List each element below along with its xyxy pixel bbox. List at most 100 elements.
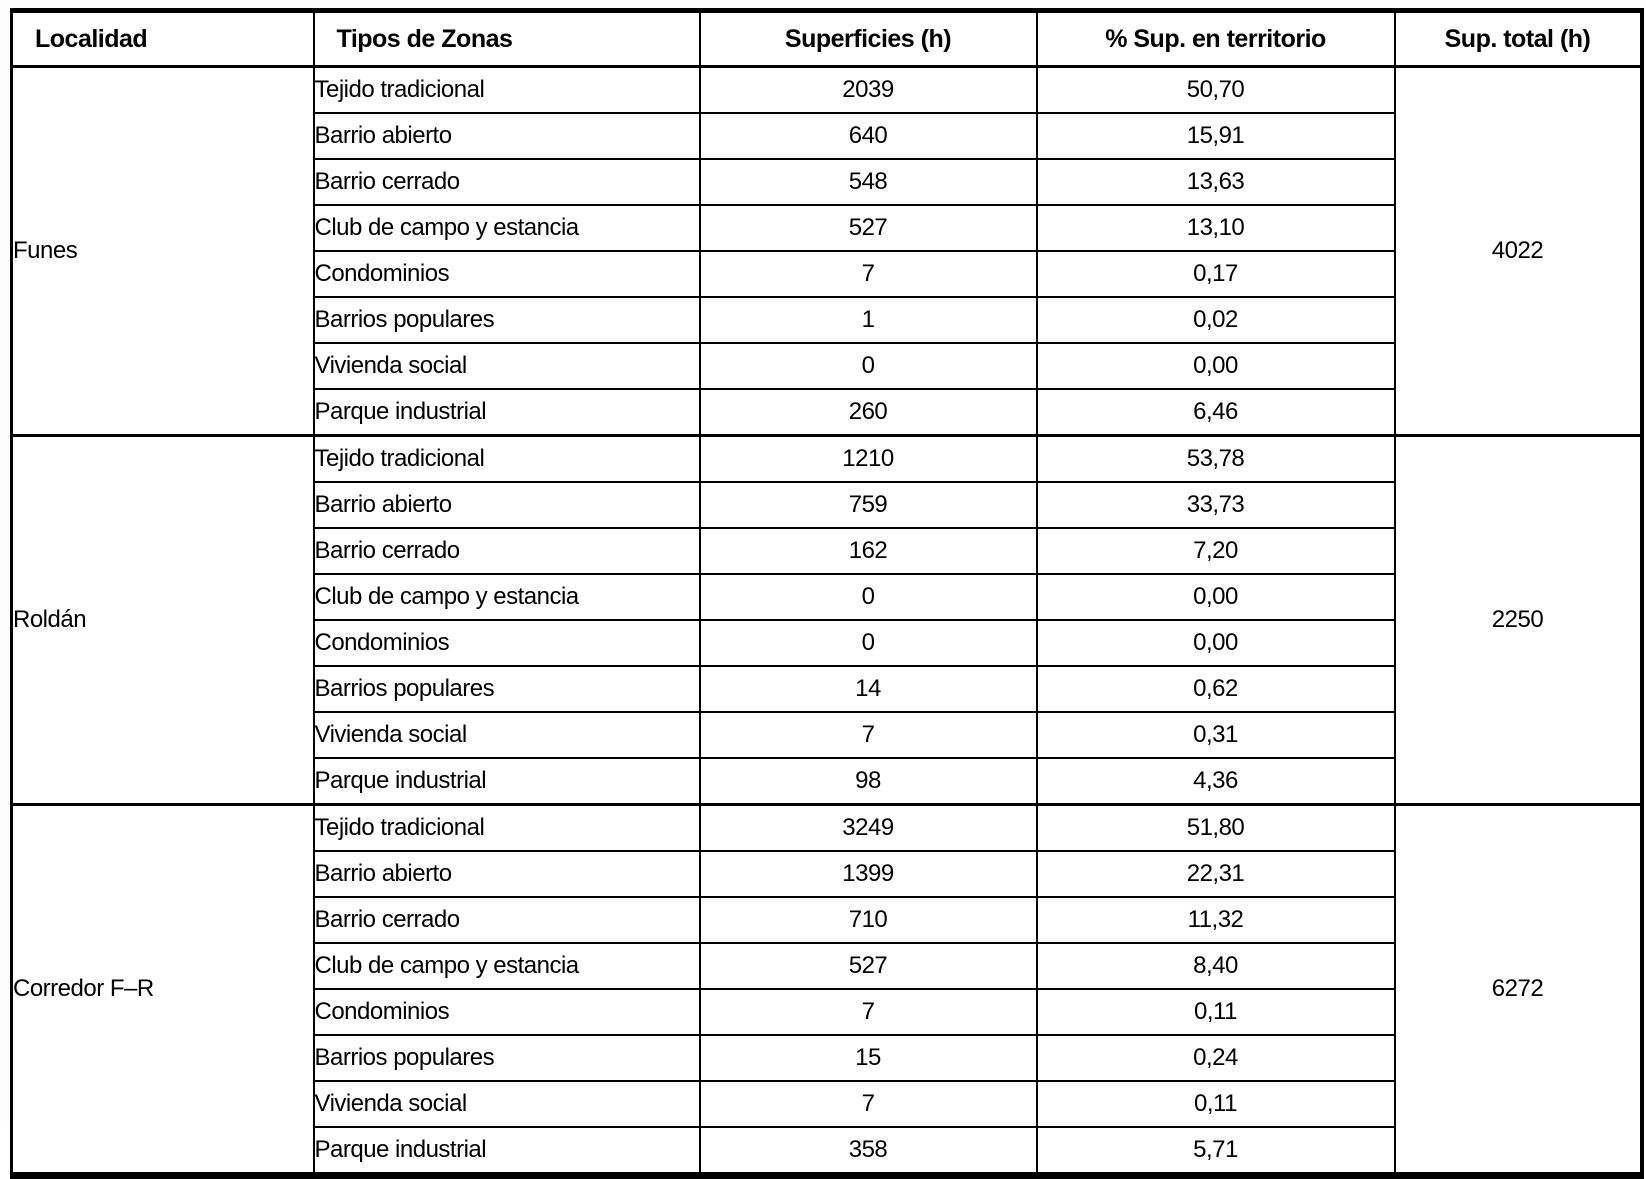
column-header-tipos: Tipos de Zonas — [312, 9, 701, 68]
superficie-cell: 0 — [698, 573, 1038, 621]
sup-total-cell: 2250 — [1393, 434, 1643, 806]
superficie-cell: 1399 — [698, 850, 1038, 898]
zone-type-cell: Parque industrial — [312, 1126, 701, 1177]
pct-territorio-cell: 0,62 — [1035, 665, 1396, 713]
pct-territorio-cell: 5,71 — [1035, 1126, 1396, 1177]
zone-type-cell: Barrios populares — [312, 665, 701, 713]
table-row: Barrio abierto 640 15,91 — [12, 112, 1642, 160]
column-header-pct-territorio: % Sup. en territorio — [1035, 9, 1396, 68]
pct-territorio-cell: 0,24 — [1035, 1034, 1396, 1082]
pct-territorio-cell: 33,73 — [1035, 481, 1396, 529]
table-row: Vivienda social 0 0,00 — [12, 342, 1642, 390]
table-row: Parque industrial 260 6,46 — [12, 388, 1642, 437]
superficie-cell: 527 — [698, 942, 1038, 990]
superficie-cell: 1210 — [698, 434, 1038, 483]
superficie-cell: 260 — [698, 388, 1038, 437]
zone-type-cell: Parque industrial — [312, 757, 701, 806]
table-row: Barrio abierto 759 33,73 — [12, 481, 1642, 529]
zone-type-cell: Barrio abierto — [312, 112, 701, 160]
zone-type-cell: Tejido tradicional — [312, 434, 701, 483]
pct-territorio-cell: 51,80 — [1035, 803, 1396, 852]
pct-territorio-cell: 0,31 — [1035, 711, 1396, 759]
table-row: Condominios 0 0,00 — [12, 619, 1642, 667]
pct-territorio-cell: 7,20 — [1035, 527, 1396, 575]
pct-territorio-cell: 4,36 — [1035, 757, 1396, 806]
table-row: Club de campo y estancia 0 0,00 — [12, 573, 1642, 621]
zone-type-cell: Barrio cerrado — [312, 158, 701, 206]
superficie-cell: 548 — [698, 158, 1038, 206]
zone-type-cell: Club de campo y estancia — [312, 204, 701, 252]
superficie-cell: 7 — [698, 711, 1038, 759]
superficie-cell: 7 — [698, 1080, 1038, 1128]
sup-total-cell: 6272 — [1393, 803, 1643, 1177]
zone-type-cell: Barrio abierto — [312, 481, 701, 529]
table-row: Barrio cerrado 710 11,32 — [12, 896, 1642, 944]
table-row: Funes Tejido tradicional 2039 50,70 4022 — [10, 65, 1643, 437]
sup-total-cell: 4022 — [1393, 65, 1643, 437]
superficie-cell: 640 — [698, 112, 1038, 160]
zone-type-cell: Club de campo y estancia — [312, 573, 701, 621]
zone-type-cell: Vivienda social — [312, 342, 701, 390]
table-row: Parque industrial 98 4,36 — [12, 757, 1642, 806]
table-row: Barrio cerrado 548 13,63 — [12, 158, 1642, 206]
localidad-cell: Roldán — [10, 434, 315, 806]
pct-territorio-cell: 0,02 — [1035, 296, 1396, 344]
pct-territorio-cell: 22,31 — [1035, 850, 1396, 898]
superficie-cell: 0 — [698, 619, 1038, 667]
column-header-sup-total: Sup. total (h) — [1393, 9, 1643, 68]
superficie-cell: 358 — [698, 1126, 1038, 1177]
pct-territorio-cell: 50,70 — [1035, 65, 1396, 114]
column-header-localidad: Localidad — [10, 9, 315, 68]
table-row: Barrio cerrado 162 7,20 — [12, 527, 1642, 575]
table-row: Roldán Tejido tradicional 1210 53,78 2250 — [10, 434, 1643, 806]
superficie-cell: 3249 — [698, 803, 1038, 852]
pct-territorio-cell: 8,40 — [1035, 942, 1396, 990]
superficie-cell: 0 — [698, 342, 1038, 390]
table-row: Club de campo y estancia 527 8,40 — [12, 942, 1642, 990]
zone-type-cell: Barrio cerrado — [312, 896, 701, 944]
zone-type-cell: Condominios — [312, 988, 701, 1036]
superficie-cell: 98 — [698, 757, 1038, 806]
superficie-cell: 759 — [698, 481, 1038, 529]
pct-territorio-cell: 11,32 — [1035, 896, 1396, 944]
zone-type-cell: Barrio abierto — [312, 850, 701, 898]
table-row: Vivienda social 7 0,31 — [12, 711, 1642, 759]
superficie-cell: 15 — [698, 1034, 1038, 1082]
zone-type-cell: Tejido tradicional — [312, 65, 701, 114]
pct-territorio-cell: 0,00 — [1035, 573, 1396, 621]
zone-type-cell: Vivienda social — [312, 1080, 701, 1128]
pct-territorio-cell: 53,78 — [1035, 434, 1396, 483]
superficie-cell: 7 — [698, 250, 1038, 298]
superficie-cell: 162 — [698, 527, 1038, 575]
zone-type-cell: Barrio cerrado — [312, 527, 701, 575]
pct-territorio-cell: 0,00 — [1035, 619, 1396, 667]
pct-territorio-cell: 13,10 — [1035, 204, 1396, 252]
table-body: Funes Tejido tradicional 2039 50,70 4022 Barr… — [10, 65, 1643, 1177]
pct-territorio-cell: 13,63 — [1035, 158, 1396, 206]
pct-territorio-cell: 0,00 — [1035, 342, 1396, 390]
zone-type-cell: Barrios populares — [312, 296, 701, 344]
pct-territorio-cell: 0,11 — [1035, 988, 1396, 1036]
table-row: Condominios 7 0,11 — [12, 988, 1642, 1036]
zone-type-cell: Club de campo y estancia — [312, 942, 701, 990]
superficie-cell: 710 — [698, 896, 1038, 944]
table-row: Barrios populares 1 0,02 — [12, 296, 1642, 344]
zone-type-cell: Tejido tradicional — [312, 803, 701, 852]
table-header-row: Localidad Tipos de Zonas Superficies (h)… — [10, 9, 1643, 68]
zone-type-cell: Parque industrial — [312, 388, 701, 437]
zone-type-cell: Condominios — [312, 619, 701, 667]
superficie-cell: 2039 — [698, 65, 1038, 114]
zone-type-cell: Barrios populares — [312, 1034, 701, 1082]
superficie-cell: 7 — [698, 988, 1038, 1036]
table-row: Barrio abierto 1399 22,31 — [12, 850, 1642, 898]
zone-type-cell: Condominios — [312, 250, 701, 298]
pct-territorio-cell: 15,91 — [1035, 112, 1396, 160]
document-page: Localidad Tipos de Zonas Superficies (h)… — [10, 8, 1644, 1179]
table-row: Corredor F–R Tejido tradicional 3249 51,80 6… — [10, 803, 1643, 1177]
localidad-cell: Funes — [10, 65, 315, 437]
pct-territorio-cell: 6,46 — [1035, 388, 1396, 437]
pct-territorio-cell: 0,11 — [1035, 1080, 1396, 1128]
column-header-superficies: Superficies (h) — [698, 9, 1038, 68]
superficie-cell: 14 — [698, 665, 1038, 713]
superficie-cell: 527 — [698, 204, 1038, 252]
